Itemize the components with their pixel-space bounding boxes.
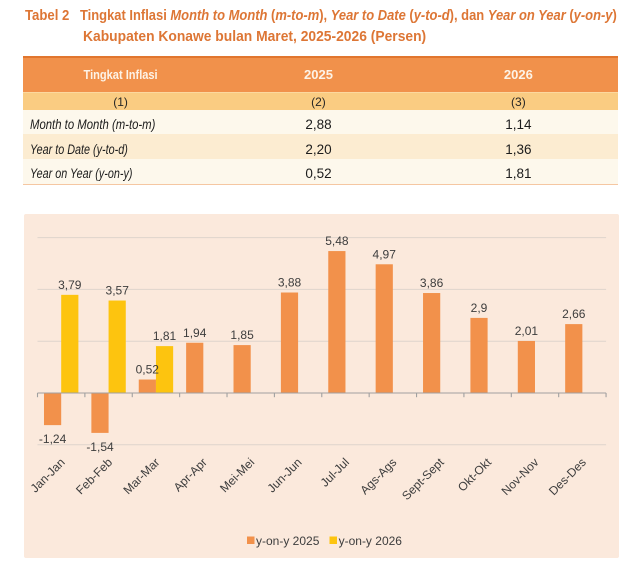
- svg-text:-1,54: -1,54: [86, 440, 114, 454]
- svg-text:3,57: 3,57: [105, 284, 129, 298]
- svg-text:1,85: 1,85: [230, 328, 254, 342]
- svg-text:y-on-y 2026: y-on-y 2026: [338, 534, 402, 548]
- svg-text:4,97: 4,97: [372, 247, 396, 261]
- svg-text:3,88: 3,88: [278, 276, 302, 290]
- svg-text:2,01: 2,01: [514, 324, 538, 338]
- svg-text:2,66: 2,66: [562, 307, 586, 321]
- svg-text:-1,24: -1,24: [39, 432, 67, 446]
- svg-text:2,9: 2,9: [470, 301, 487, 315]
- svg-text:y-on-y 2025: y-on-y 2025: [256, 534, 320, 548]
- svg-text:3,86: 3,86: [420, 276, 444, 290]
- svg-text:1,94: 1,94: [183, 326, 207, 340]
- svg-text:3,79: 3,79: [58, 278, 82, 292]
- svg-text:1,81: 1,81: [153, 329, 177, 343]
- svg-text:0,52: 0,52: [135, 363, 159, 377]
- svg-text:5,48: 5,48: [325, 234, 349, 248]
